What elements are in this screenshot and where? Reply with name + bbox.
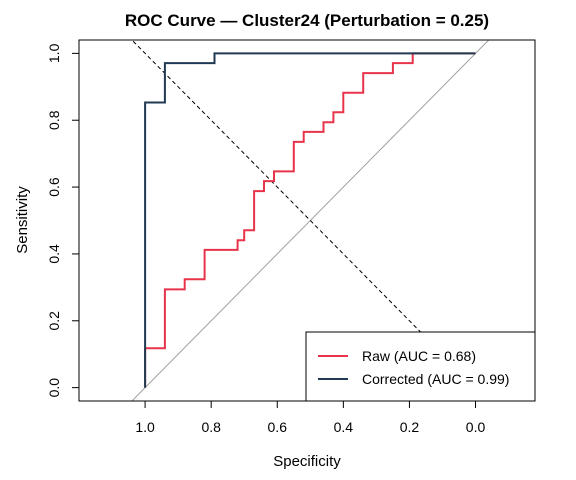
x-tick-label: 0.8	[201, 419, 221, 435]
y-tick-label: 0.6	[46, 177, 62, 197]
series-line-1	[144, 52, 476, 388]
legend: Raw (AUC = 0.68) Corrected (AUC = 0.99)	[305, 331, 536, 402]
reference-diagonal-line	[131, 40, 490, 401]
x-tick-label: 1.0	[135, 419, 155, 435]
y-tick-label: 1.0	[46, 43, 62, 63]
y-tick-label: 0.4	[46, 244, 62, 264]
x-tick-label: 0.0	[466, 419, 486, 435]
legend-label-1: Corrected (AUC = 0.99)	[362, 371, 509, 387]
x-tick-label: 0.2	[400, 419, 420, 435]
chart-title: ROC Curve — Cluster24 (Perturbation = 0.…	[125, 11, 489, 30]
y-tick-label: 0.8	[46, 110, 62, 130]
series-line-0	[144, 52, 476, 388]
y-tick-label: 0.2	[46, 311, 62, 331]
y-tick-label: 0.0	[46, 378, 62, 398]
legend-label-0: Raw (AUC = 0.68)	[362, 348, 476, 364]
legend-box	[305, 331, 536, 402]
x-tick-label: 0.6	[268, 419, 288, 435]
x-axis-label: Specificity	[273, 453, 341, 470]
x-tick-label: 0.4	[334, 419, 354, 435]
y-axis-label: Sensitivity	[14, 186, 31, 254]
